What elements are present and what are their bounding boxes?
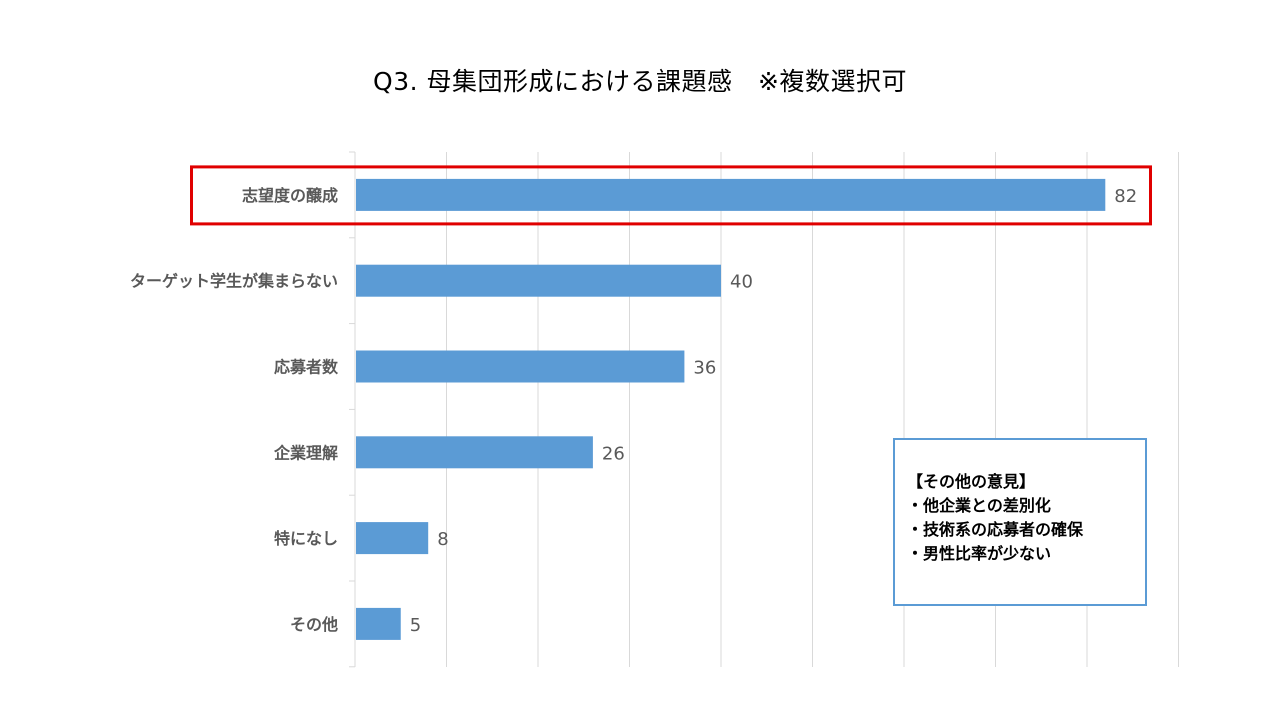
category-label: その他 xyxy=(290,615,338,634)
chart-title: Q3. 母集団形成における課題感 ※複数選択可 xyxy=(373,67,907,96)
bar xyxy=(356,607,401,640)
category-label: 応募者数 xyxy=(274,358,339,377)
category-axis xyxy=(349,151,356,668)
category-label: 志望度の醸成 xyxy=(242,186,338,205)
category-label: 特になし xyxy=(274,529,338,548)
highlight-group xyxy=(190,165,1152,226)
gridlines xyxy=(446,152,1179,667)
note-heading: 【その他の意見】 xyxy=(907,472,1036,491)
bars xyxy=(356,178,1106,640)
value-label: 26 xyxy=(602,443,625,464)
value-label: 5 xyxy=(410,615,421,636)
value-label: 8 xyxy=(437,529,448,550)
bar xyxy=(356,264,721,297)
note-item: ・男性比率が少ない xyxy=(907,544,1052,563)
bar xyxy=(356,522,429,555)
value-label: 36 xyxy=(693,358,716,379)
bar xyxy=(356,178,1106,211)
value-label: 40 xyxy=(730,272,753,293)
category-label: ターゲット学生が集まらない xyxy=(130,272,338,291)
value-label: 82 xyxy=(1114,186,1137,207)
bar xyxy=(356,350,685,383)
note-item: ・他企業との差別化 xyxy=(907,496,1051,515)
bar xyxy=(356,436,593,469)
category-label: 企業理解 xyxy=(273,443,338,462)
note-item: ・技術系の応募者の確保 xyxy=(907,520,1084,539)
highlight-box xyxy=(190,165,1152,226)
value-labels: 82 40 36 26 8 5 xyxy=(410,186,1137,636)
other-opinions-box: 【その他の意見】 ・他企業との差別化 ・技術系の応募者の確保 ・男性比率が少ない xyxy=(893,438,1147,606)
